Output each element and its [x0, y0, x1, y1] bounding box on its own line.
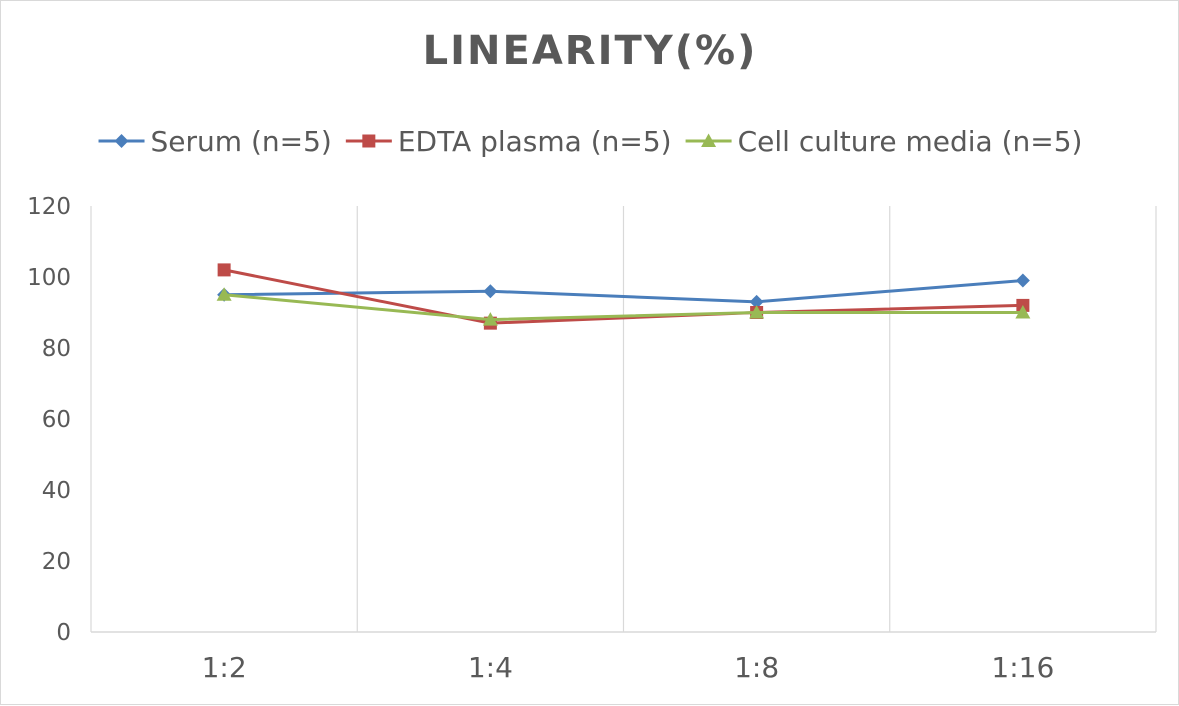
y-tick-label: 20	[42, 549, 71, 575]
x-tick-label: 1:8	[734, 651, 779, 684]
chart-title: LINEARITY(%)	[423, 28, 758, 74]
x-axis: 1:2 1:4 1:8 1:16	[91, 631, 1156, 684]
legend-item-1: Serum (n=5)	[98, 125, 332, 158]
data-point	[749, 305, 765, 319]
data-point	[1015, 305, 1031, 319]
data-point	[216, 287, 232, 301]
series-line	[224, 279, 1023, 304]
data-point	[1015, 273, 1030, 288]
y-tick-label: 60	[42, 407, 71, 433]
y-tick-label: 0	[56, 620, 71, 646]
y-axis: 0 20 40 60 80 100 120	[27, 194, 71, 646]
data-point	[749, 294, 764, 309]
legend-marker	[701, 133, 717, 147]
series-3	[216, 287, 1031, 326]
legend-label: Serum (n=5)	[151, 125, 332, 158]
legend-marker	[114, 134, 129, 148]
grid-lines	[90, 206, 1157, 632]
legend-label: EDTA plasma (n=5)	[398, 125, 672, 158]
data-point	[217, 263, 231, 277]
legend-item-2: EDTA plasma (n=5)	[345, 125, 672, 158]
series-line	[223, 268, 1023, 325]
data-point	[483, 284, 498, 299]
x-tick-label: 1:2	[202, 651, 247, 684]
y-tick-label: 40	[42, 478, 71, 504]
data-point	[482, 312, 498, 326]
y-tick-label: 100	[27, 265, 71, 291]
legend: Serum (n=5) EDTA plasma (n=5) Cell culture…	[98, 125, 1083, 158]
y-tick-label: 80	[42, 336, 71, 362]
series-line	[223, 293, 1023, 322]
legend-item-3: Cell culture media (n=5)	[685, 125, 1083, 158]
y-tick-label: 120	[27, 194, 71, 220]
legend-marker	[362, 134, 376, 148]
x-tick-label: 1:16	[991, 651, 1054, 684]
legend-label: Cell culture media (n=5)	[738, 125, 1083, 158]
x-tick-label: 1:4	[468, 651, 513, 684]
series-group	[216, 263, 1031, 330]
